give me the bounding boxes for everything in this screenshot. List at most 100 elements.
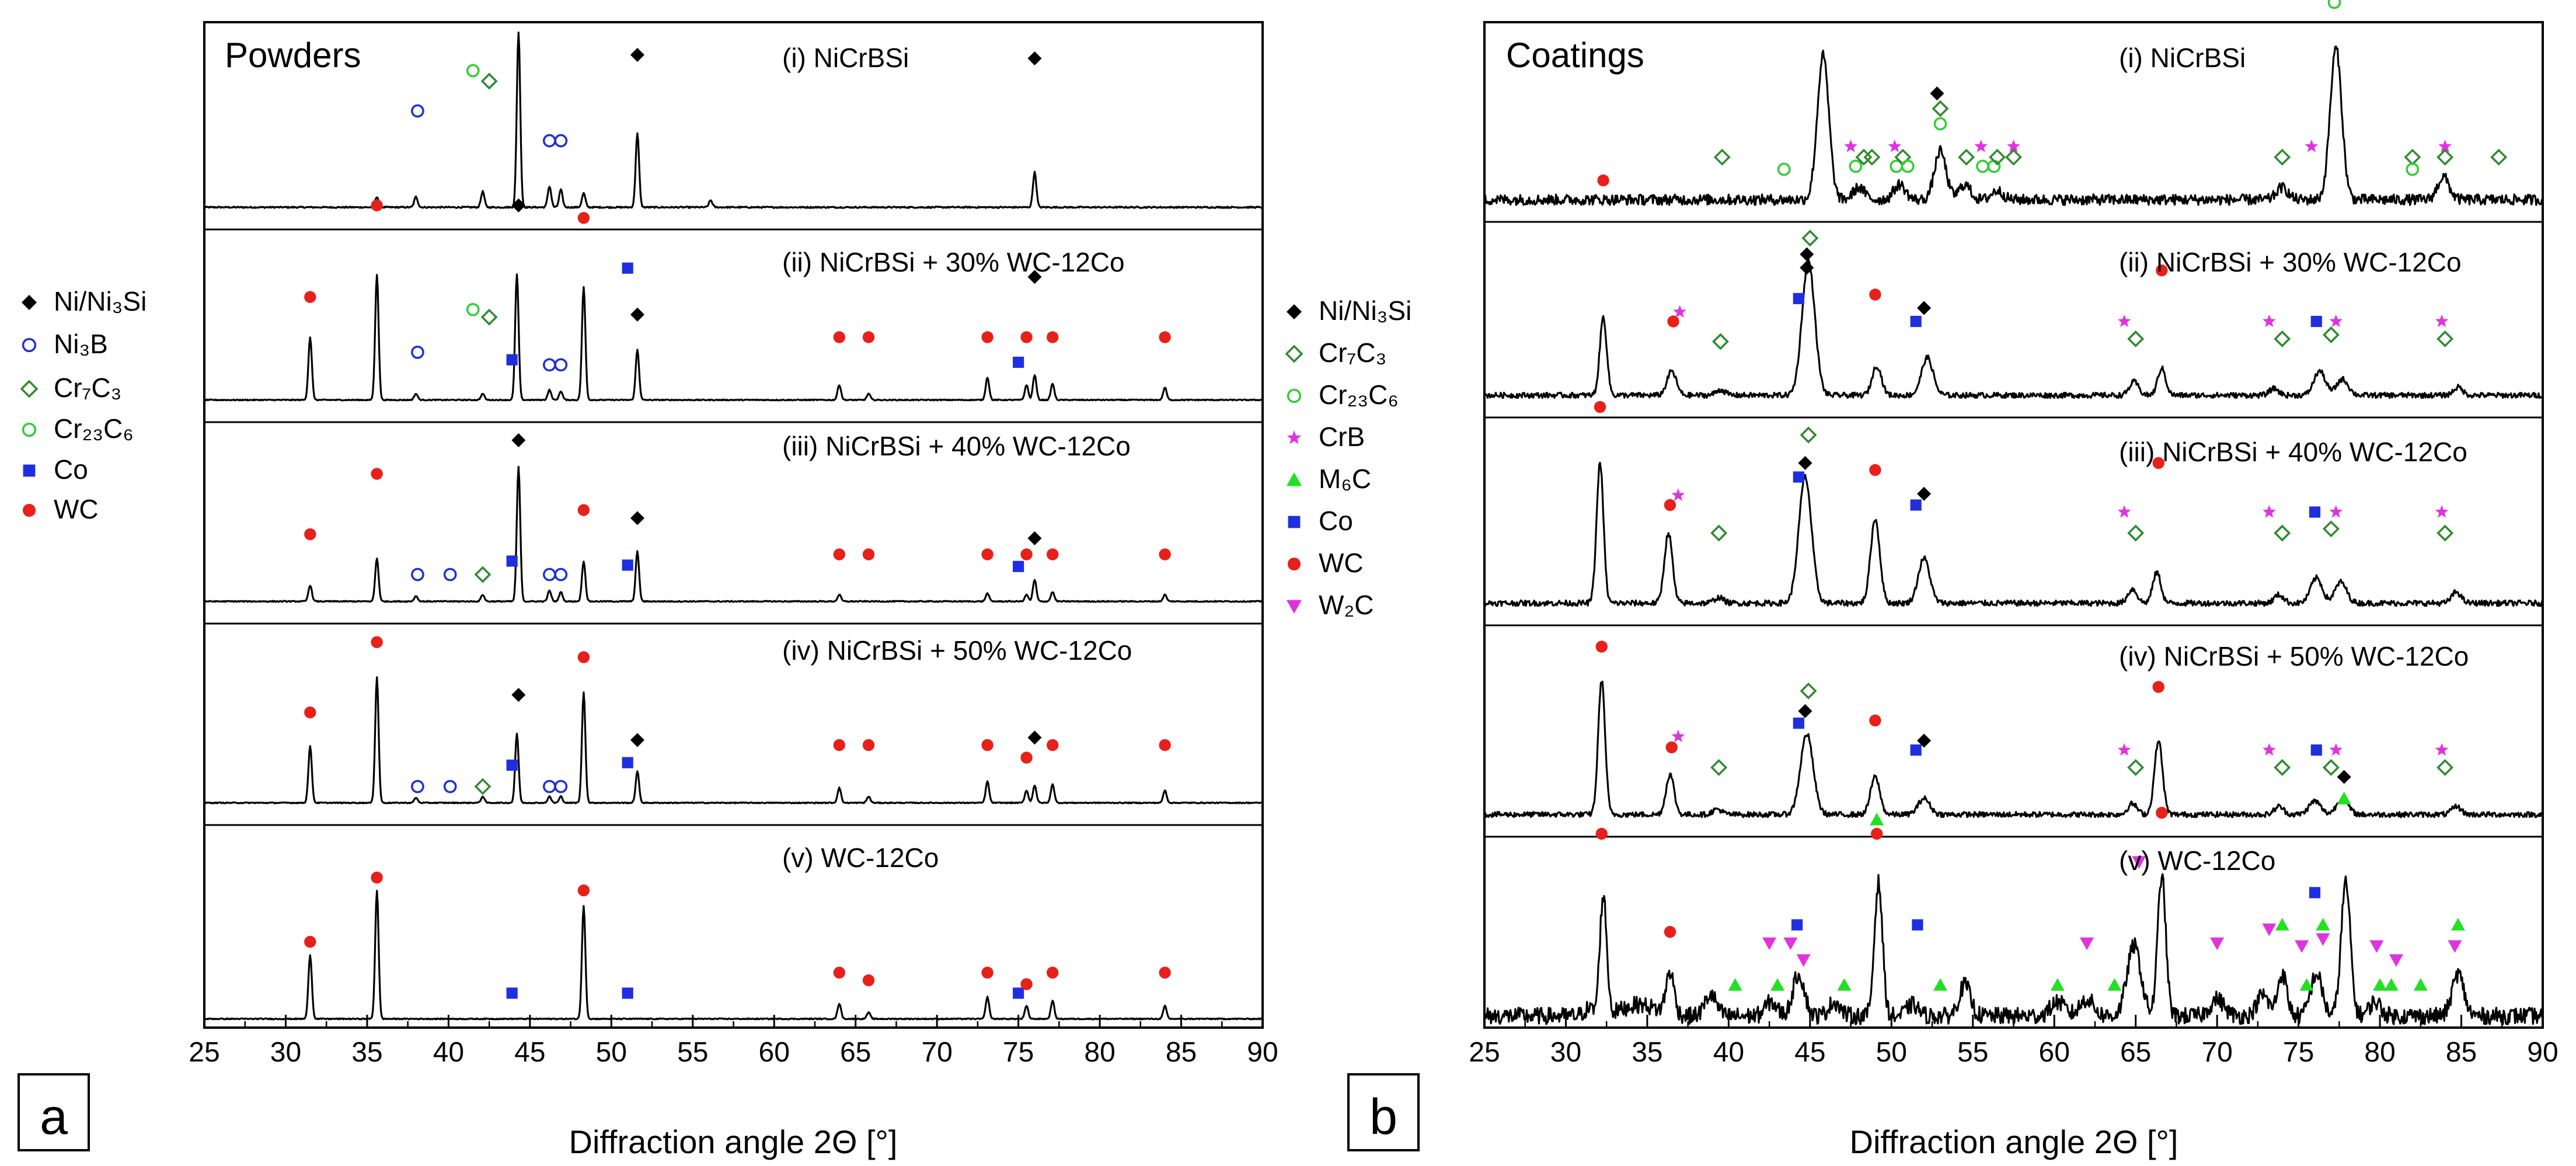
peak-marker-ni	[630, 48, 644, 62]
series-label: (iv) NiCrBSi + 50% WC-12Co	[2119, 641, 2469, 671]
peak-marker-crb	[2435, 505, 2449, 518]
series-label: (ii) NiCrBSi + 30% WC-12Co	[782, 247, 1125, 277]
peak-marker-co	[1793, 718, 1804, 729]
peak-marker-cr7c3	[1863, 148, 1881, 166]
peak-marker-crb	[2305, 140, 2319, 152]
peak-marker-crb	[2435, 743, 2449, 756]
legend-symbol-ni	[1287, 304, 1302, 319]
peak-marker-m6c	[1728, 978, 1742, 991]
peak-marker-m6c	[2050, 978, 2065, 991]
diffraction-curve	[1484, 873, 2544, 1026]
legend-symbol-ni	[22, 295, 37, 310]
peak-marker-co	[622, 757, 633, 768]
peak-marker-wc	[1159, 966, 1171, 979]
x-tick-label: 60	[759, 1037, 790, 1068]
panel-b-title: Coatings	[1506, 36, 1644, 75]
peak-marker-ni	[1800, 260, 1814, 275]
peak-marker-ni3b	[411, 779, 424, 793]
peak-marker-cr7c3	[1713, 148, 1731, 166]
panel-b-x-axis-label: Diffraction angle 2Θ [°]	[1850, 1123, 2178, 1160]
legend-symbol-cr7c3	[20, 380, 39, 398]
peak-marker-wc	[862, 548, 875, 561]
peak-marker-ni	[1027, 51, 1042, 65]
peak-marker-ni3b	[554, 134, 568, 148]
peak-marker-wc	[1020, 751, 1033, 764]
peak-marker-cr23c6	[1849, 159, 1863, 173]
legend-symbol-w2c	[1287, 600, 1302, 614]
peak-marker-crb	[1671, 488, 1685, 501]
peak-marker-crb	[1888, 140, 1902, 152]
peak-marker-cr7c3	[2274, 759, 2291, 776]
peak-marker-ni	[1930, 86, 1944, 100]
legend-symbol-m6c	[1287, 472, 1302, 486]
peak-marker-ni	[1798, 704, 1812, 718]
peak-marker-co	[1910, 499, 1922, 511]
peak-marker-cr23c6	[2406, 162, 2420, 176]
peak-marker-cr7c3	[1989, 148, 2006, 166]
legend-symbol-crb	[1287, 430, 1302, 444]
peak-marker-co	[622, 987, 633, 999]
peak-marker-wc	[1159, 331, 1171, 343]
peak-marker-wc	[371, 199, 383, 211]
peak-marker-wc	[862, 739, 875, 751]
x-tick-label: 45	[514, 1037, 545, 1068]
peak-marker-wc	[1594, 401, 1606, 413]
legend-label-co: Co	[1319, 506, 1353, 536]
x-tick-label: 40	[433, 1037, 464, 1068]
peak-marker-co	[1910, 744, 1922, 756]
peak-marker-wc	[1020, 331, 1033, 343]
peak-marker-cr7c3	[480, 72, 498, 90]
peak-marker-ni	[630, 733, 644, 747]
peak-marker-co	[1793, 293, 1804, 304]
x-tick-label: 70	[2201, 1037, 2232, 1068]
legend-symbol-co	[23, 464, 36, 477]
peak-marker-ni3b	[554, 358, 568, 372]
peak-marker-cr7c3	[1800, 682, 1817, 699]
peak-marker-wc	[1665, 741, 1678, 754]
peak-marker-wc	[2152, 457, 2164, 469]
legend-symbol-cr23c6	[22, 422, 37, 437]
peak-marker-wc	[304, 935, 316, 948]
peak-marker-wc	[577, 504, 590, 516]
peak-marker-ni3b	[411, 345, 424, 359]
peak-marker-wc	[1020, 978, 1033, 990]
peak-marker-wc	[1595, 827, 1608, 840]
peak-marker-cr7c3	[2436, 330, 2454, 347]
peak-marker-wc	[577, 212, 590, 224]
peak-marker-crb	[1974, 140, 1988, 152]
panel-b: Coatings (i) NiCrBSi (ii) NiCrBSi + 30% W…	[1285, 0, 2558, 1160]
peak-marker-crb	[2117, 314, 2131, 328]
panel-a: Powders (i) NiCrBSi (ii) NiCrBSi + 30% WC…	[18, 21, 1278, 1160]
peak-marker-wc	[981, 548, 994, 561]
x-tick-label: 75	[2283, 1037, 2314, 1068]
panel-b-label: b	[1369, 1089, 1397, 1145]
legend-symbol-cr23c6	[1287, 388, 1302, 403]
peak-marker-ni3b	[542, 568, 556, 582]
peak-marker-crb	[2263, 314, 2276, 328]
peak-marker-ni3b	[554, 779, 568, 793]
series-label: (v) WC-12Co	[2119, 845, 2275, 876]
peak-marker-crb	[2263, 505, 2276, 518]
peak-marker-wc	[833, 739, 846, 751]
diffraction-curve	[204, 889, 1263, 1021]
x-tick-label: 85	[1166, 1037, 1197, 1068]
x-tick-label: 25	[1469, 1037, 1500, 1068]
peak-marker-ni	[630, 307, 644, 322]
peak-marker-wc	[862, 331, 875, 343]
peak-marker-wc	[304, 528, 316, 541]
peak-marker-wc	[1159, 548, 1171, 561]
peak-marker-w2c	[2262, 923, 2277, 937]
peak-marker-crb	[1671, 729, 1685, 743]
peak-marker-w2c	[2448, 940, 2462, 953]
peak-marker-ni	[511, 433, 526, 447]
legend-symbol-wc	[22, 503, 36, 517]
peak-marker-crb	[2435, 314, 2449, 328]
x-tick-label: 25	[189, 1037, 219, 1068]
peak-marker-crb	[2438, 140, 2452, 152]
peak-marker-cr23c6	[2327, 0, 2341, 9]
peak-marker-cr7c3	[474, 566, 492, 583]
x-tick-label: 50	[596, 1037, 627, 1068]
peak-marker-co	[1013, 987, 1024, 999]
peak-marker-wc	[1020, 548, 1033, 561]
x-tick-label: 30	[1550, 1037, 1581, 1068]
